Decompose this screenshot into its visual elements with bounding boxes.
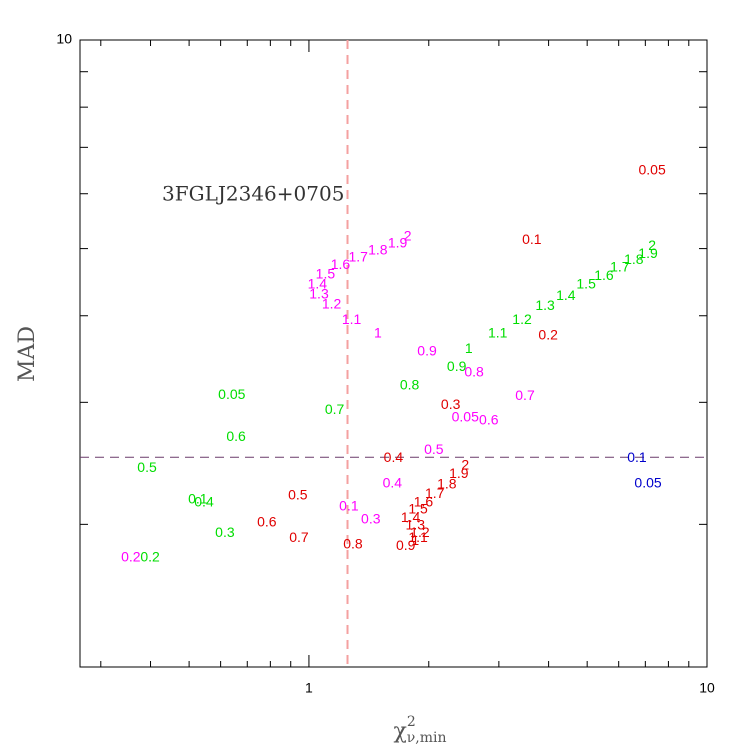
point-label: 0.2 — [140, 548, 160, 564]
point-label: 1.1 — [408, 529, 428, 545]
point-label: 1.8 — [368, 242, 388, 258]
point-label: 1.7 — [425, 485, 445, 501]
point-label: 0.1 — [627, 449, 647, 465]
point-label: 1.2 — [410, 524, 430, 540]
point-label: 1 — [465, 340, 473, 356]
point-label: 0.1 — [339, 498, 359, 514]
point-label: 1.4 — [556, 287, 576, 303]
point-label: 1.3 — [535, 297, 555, 313]
point-label: 1.5 — [316, 266, 336, 282]
x-axis-label: χ2 ν,min — [394, 714, 447, 746]
point-label: 1.7 — [610, 259, 630, 275]
point-label: 1.4 — [401, 509, 421, 525]
point-label: 0.3 — [441, 396, 461, 412]
point-label: 2 — [648, 237, 656, 253]
point-label: 0.9 — [396, 537, 416, 553]
point-label: 0.4 — [383, 474, 403, 490]
point-label: 1.6 — [331, 256, 351, 272]
y-tick-label: 10 — [56, 31, 72, 47]
x-tick-label: 1 — [305, 680, 313, 696]
point-label: 0.6 — [479, 412, 499, 428]
point-label: 1.8 — [437, 476, 457, 492]
point-label: 1.9 — [638, 245, 658, 261]
point-label: 0.4 — [194, 493, 214, 509]
point-label: 0.7 — [325, 401, 345, 417]
point-label: 1.1 — [342, 311, 362, 327]
point-label: 0.05 — [638, 162, 665, 178]
point-label: 1.9 — [449, 465, 469, 481]
point-label: 0.7 — [289, 529, 309, 545]
point-label: 1.6 — [414, 493, 434, 509]
point-label: 1 — [411, 532, 419, 548]
point-label: 0.3 — [215, 524, 235, 540]
point-label: 1.5 — [408, 500, 428, 516]
point-label: 2 — [404, 227, 412, 243]
point-label: 0.1 — [522, 231, 542, 247]
point-label: 1.8 — [624, 251, 644, 267]
point-label: 0.8 — [343, 535, 363, 551]
point-label: 1.3 — [406, 517, 426, 533]
point-label: 0.2 — [538, 327, 558, 343]
point-label: 0.5 — [137, 459, 157, 475]
point-label: 0.3 — [361, 511, 381, 527]
point-label: 0.8 — [464, 363, 484, 379]
point-label: 0.6 — [226, 428, 246, 444]
point-label: 0.05 — [218, 386, 245, 402]
y-axis-label: MAD — [15, 326, 40, 382]
point-label: 0.5 — [424, 441, 444, 457]
point-label: 0.5 — [288, 486, 308, 502]
point-label: 0.2 — [121, 548, 141, 564]
point-label: 0.7 — [515, 387, 535, 403]
point-label: 1.3 — [309, 285, 329, 301]
point-label: 1.4 — [308, 276, 328, 292]
point-label: 0.9 — [447, 358, 467, 374]
point-label: 0.8 — [400, 376, 420, 392]
point-label: 0.6 — [257, 514, 277, 530]
plot-frame — [79, 39, 708, 668]
point-label: 1.1 — [488, 324, 508, 340]
x-label-sub: ν,min — [407, 730, 447, 746]
x-tick-label: 10 — [699, 680, 715, 696]
point-label: 0.4 — [384, 449, 404, 465]
point-label: 1.2 — [512, 311, 532, 327]
point-label: 0.05 — [634, 474, 661, 490]
point-label: 0.05 — [452, 408, 479, 424]
point-label: 1 — [374, 324, 382, 340]
point-label: 1.2 — [322, 295, 342, 311]
point-label: 0.1 — [188, 491, 208, 507]
point-label: 1.6 — [594, 267, 614, 283]
x-label-base: χ — [394, 719, 407, 744]
x-label-sup: 2 — [407, 714, 416, 730]
point-label: 2 — [461, 456, 469, 472]
chart-title: 3FGLJ2346+0705 — [162, 182, 344, 206]
point-label: 1.7 — [349, 248, 369, 264]
point-label: 0.9 — [417, 342, 437, 358]
point-label: 1.9 — [388, 235, 408, 251]
point-label: 1.5 — [576, 276, 596, 292]
